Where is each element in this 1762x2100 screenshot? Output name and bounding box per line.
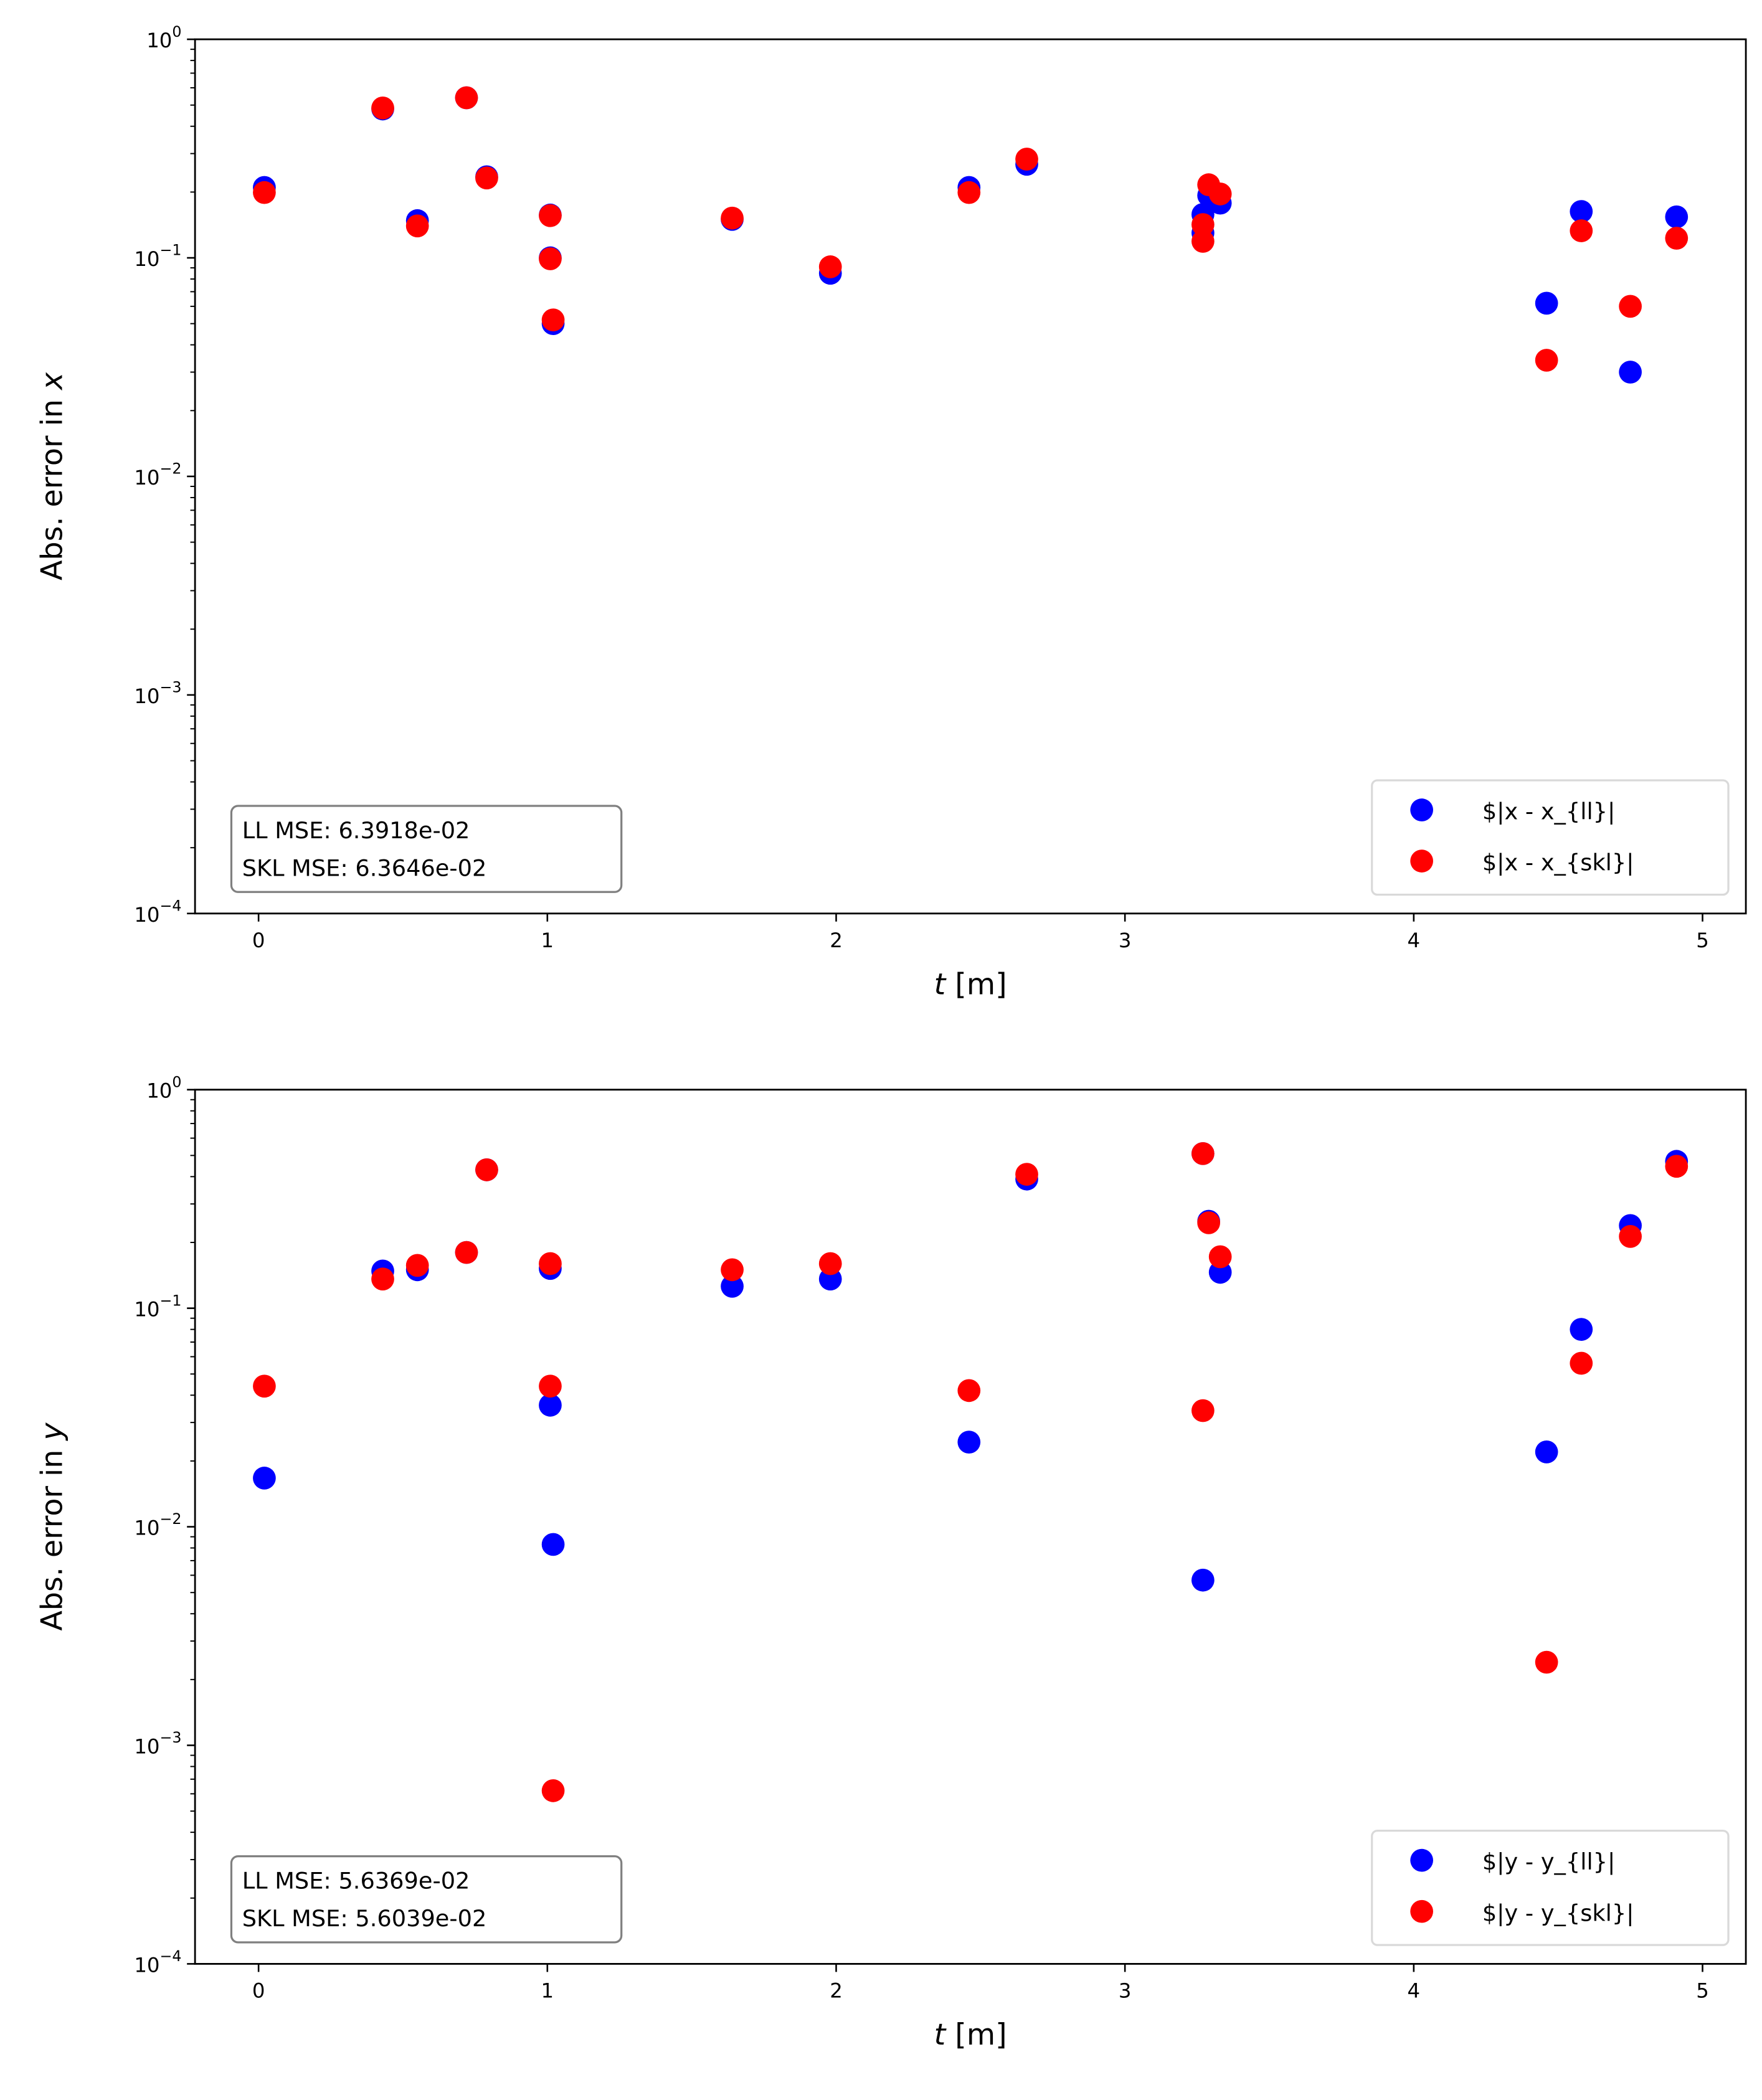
legend-marker-icon [1410,1848,1433,1872]
data-point-skl [539,1252,562,1275]
legend-label: $|y - y_{ll}| [1482,1848,1616,1876]
y-tick-label: 10−2 [134,460,181,490]
y-tick-label: 10−1 [134,242,181,271]
data-point-ll [539,1393,562,1417]
data-point-ll [1665,205,1689,229]
mse-stats-text: LL MSE: 6.3918e-02 [242,817,470,844]
data-point-skl [1015,1163,1038,1186]
data-point-skl [957,181,981,204]
legend-marker-icon [1410,1899,1433,1923]
y-tick-label: 100 [146,1073,181,1102]
legend-marker-icon [1410,849,1433,873]
x-tick-label: 2 [830,1979,843,2002]
data-point-skl [541,308,565,332]
data-point-skl [371,97,394,120]
data-point-skl [1191,230,1215,253]
mse-stats-text: LL MSE: 5.6369e-02 [242,1867,470,1894]
x-axis-label: t [m] [934,2018,1007,2052]
panel-y-error: 0 1 2 3 4 5 100 10−1 10−2 10−3 10−4 t [m] Abs. error… [35,1073,1747,2052]
y-tick-label: 10−2 [134,1510,181,1540]
legend-box [1371,1829,1730,1946]
data-point-skl [455,86,478,110]
legend-label: $|x - x_{skl}| [1482,849,1634,877]
y-tick-label: 10−4 [134,1947,181,1977]
mse-stats-box [230,805,623,893]
data-point-skl [455,1241,478,1264]
data-point-skl [1208,1245,1232,1269]
y-tick-label: 10−3 [134,1729,181,1758]
y-tick-label: 10−4 [134,897,181,926]
data-point-skl [1208,182,1232,206]
data-point-skl [1619,295,1642,318]
x-tick-label: 0 [252,929,265,952]
data-point-skl [1015,148,1038,171]
data-point-skl [541,1779,565,1802]
x-tick-label: 3 [1119,1979,1132,2002]
data-point-ll [253,1467,276,1490]
x-tick-label: 5 [1696,1979,1709,2002]
x-tick-label: 0 [252,1979,265,2002]
data-point-ll [1191,1568,1215,1592]
x-tick-label: 5 [1696,929,1709,952]
data-point-skl [475,166,498,190]
y-axis-label: Abs. error in x [35,372,69,580]
data-point-skl [1535,1650,1558,1674]
mse-stats-text: SKL MSE: 5.6039e-02 [242,1905,487,1932]
data-point-skl [818,255,842,278]
data-point-ll [957,1431,981,1454]
data-point-ll [1619,361,1642,384]
y-axis-label: Abs. error in y [35,1422,69,1631]
data-point-ll [1535,291,1558,315]
data-point-skl [1570,219,1593,242]
x-tick-label: 3 [1119,929,1132,952]
data-point-ll [1535,1440,1558,1464]
data-point-skl [1191,1399,1215,1422]
x-tick-label: 4 [1408,1979,1421,2002]
data-point-ll [541,1533,565,1556]
data-point-skl [405,214,429,238]
data-point-skl [253,1374,276,1398]
panel-x-error: 0 1 2 3 4 5 100 10−1 10−2 10−3 10−4 t [m] Abs. error… [35,23,1747,1001]
data-point-skl [405,1254,429,1277]
mse-stats-box [230,1855,623,1944]
data-point-skl [475,1158,498,1181]
data-point-skl [1191,213,1215,236]
data-point-skl [721,206,744,230]
data-point-skl [721,1258,744,1282]
y-tick-label: 10−3 [134,679,181,708]
data-point-skl [957,1379,981,1402]
data-point-ll [1570,200,1593,223]
x-tick-label: 4 [1408,929,1421,952]
data-point-skl [371,1267,394,1291]
mse-stats-text: SKL MSE: 6.3646e-02 [242,854,487,881]
data-point-skl [1197,1211,1221,1234]
data-point-skl [539,1374,562,1398]
data-point-skl [1619,1225,1642,1248]
data-point-skl [1191,1142,1215,1165]
y-tick-label: 100 [146,23,181,52]
data-point-skl [539,204,562,227]
data-point-skl [253,181,276,204]
y-tick-label: 10−1 [134,1292,181,1321]
x-tick-label: 1 [541,929,554,952]
data-point-skl [1570,1351,1593,1375]
data-point-skl [1665,1155,1689,1178]
legend-label: $|y - y_{skl}| [1482,1899,1634,1927]
data-point-skl [539,247,562,270]
data-point-skl [1665,227,1689,250]
legend-marker-icon [1410,798,1433,821]
x-tick-label: 2 [830,929,843,952]
x-axis-label: t [m] [934,967,1007,1001]
legend-box [1371,779,1730,896]
data-point-skl [1535,349,1558,372]
data-point-ll [1570,1318,1593,1341]
data-point-ll [721,1275,744,1298]
legend-label: $|x - x_{ll}| [1482,798,1616,826]
data-point-skl [818,1252,842,1275]
x-tick-label: 1 [541,1979,554,2002]
